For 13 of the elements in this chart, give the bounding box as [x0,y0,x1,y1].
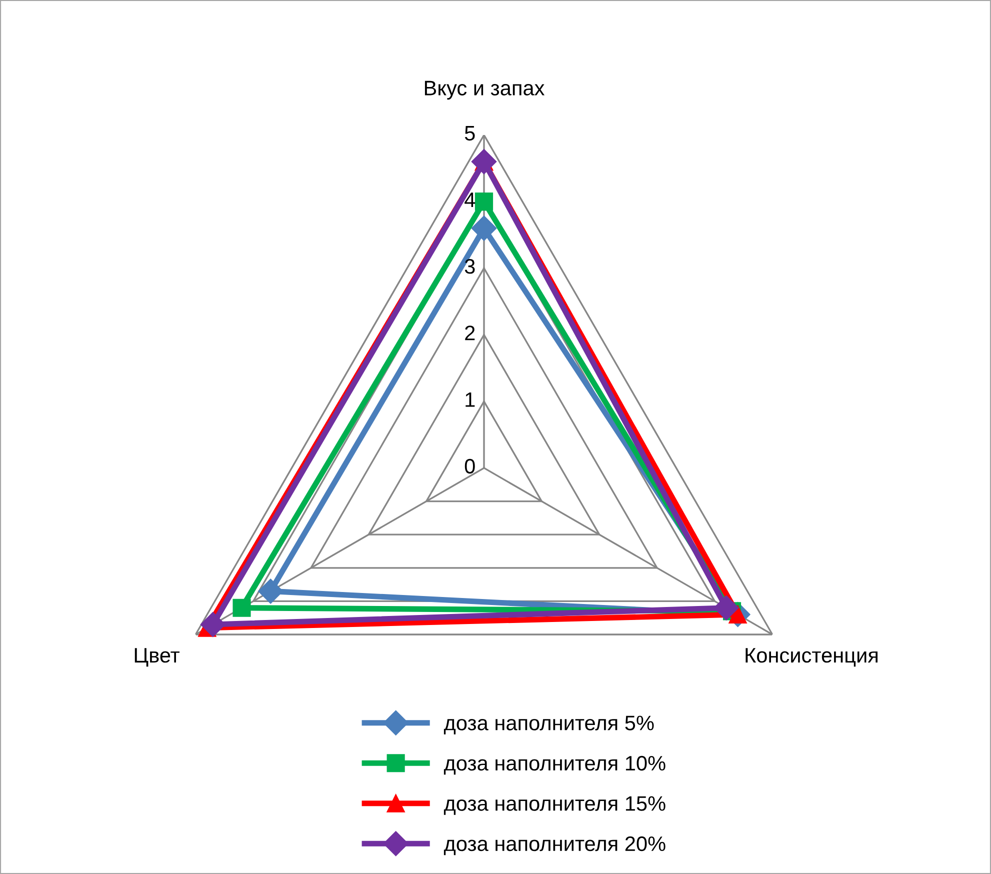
spoke-label: Консистенция [746,648,878,667]
legend-label: доза наполнителя 5% [444,716,654,734]
y-tick-label: 4 [464,192,476,207]
legend-label: доза наполнителя 10% [444,756,666,775]
y-tick-label: 1 [466,392,475,407]
legend-label: доза наполнителя 15% [444,796,666,815]
legend-label: доза наполнителя 20% [444,836,666,856]
y-tick-label: 0 [464,458,475,474]
y-tick-label: 5 [464,126,475,141]
y-tick-label: 2 [465,326,475,340]
spoke-label: Цвет [134,648,180,667]
y-tick-label: 3 [464,259,475,274]
spoke-label: Вкус и запах [424,80,545,100]
